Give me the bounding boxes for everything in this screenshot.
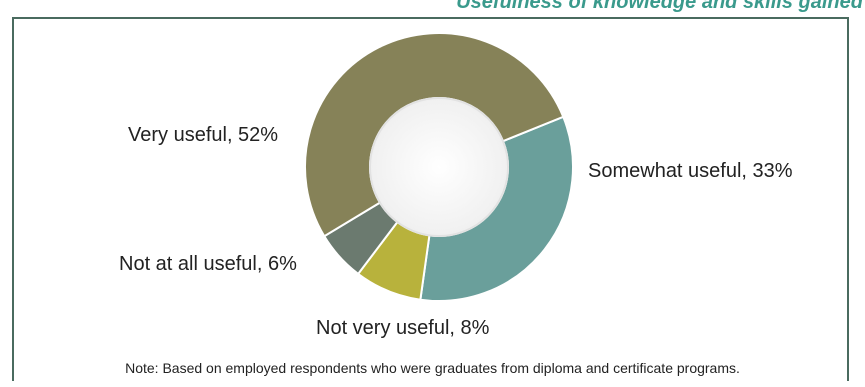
donut-hole [369,97,509,237]
label-not-very-useful: Not very useful, 8% [316,317,490,339]
footnote: Note: Based on employed respondents who … [125,360,740,376]
chart-title: Usefulness of knowledge and skills gaine… [456,0,863,13]
label-somewhat-useful: Somewhat useful, 33% [588,160,793,182]
label-not-at-all-useful: Not at all useful, 6% [119,253,297,275]
label-very-useful: Very useful, 52% [128,124,278,146]
chart-frame [12,17,849,381]
